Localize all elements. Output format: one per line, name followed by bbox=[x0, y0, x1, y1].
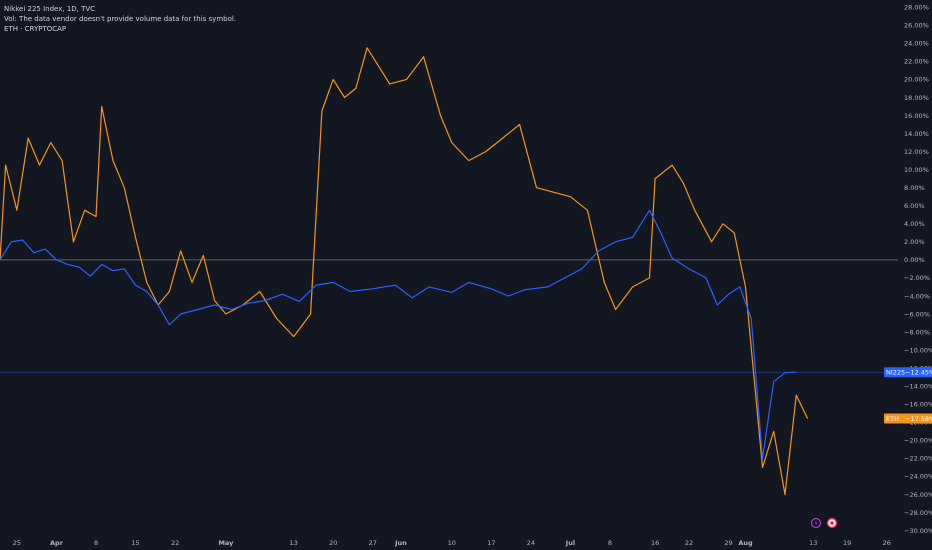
y-tick-label: −20.00% bbox=[904, 437, 932, 445]
y-tick-label: −26.00% bbox=[904, 491, 932, 499]
price-scale[interactable]: 28.00% 26.00% 24.00% 22.00% 20.00% 18.00% 16.0… bbox=[904, 4, 932, 535]
legend-eth-line[interactable]: ETH · CRYPTOCAP bbox=[4, 25, 67, 33]
event-markers[interactable] bbox=[810, 517, 838, 529]
y-tick-label: 8.00% bbox=[904, 184, 925, 192]
y-tick-label: 28.00% bbox=[904, 4, 929, 12]
x-tick-label: 13 bbox=[290, 539, 298, 547]
tag-value: −17.58% bbox=[905, 415, 932, 423]
x-tick-label: 26 bbox=[883, 539, 891, 547]
y-tick-label: −24.00% bbox=[904, 473, 932, 481]
x-tick-label: 16 bbox=[651, 539, 659, 547]
y-tick-label: −10.00% bbox=[904, 346, 932, 354]
x-tick-label: 10 bbox=[448, 539, 456, 547]
y-tick-label: 12.00% bbox=[904, 148, 929, 156]
x-tick-label: May bbox=[218, 539, 234, 547]
y-tick-label: −4.00% bbox=[904, 292, 930, 300]
y-tick-label: 18.00% bbox=[904, 94, 929, 102]
y-tick-label: −14.00% bbox=[904, 383, 932, 391]
x-tick-label: 8 bbox=[608, 539, 612, 547]
x-tick-label: 24 bbox=[527, 539, 535, 547]
y-tick-label: −28.00% bbox=[904, 509, 932, 517]
x-tick-label: 15 bbox=[131, 539, 139, 547]
y-tick-label: 2.00% bbox=[904, 238, 925, 246]
y-tick-label: 26.00% bbox=[904, 22, 929, 30]
legend-volume-line: Vol: The data vendor doesn't provide vol… bbox=[4, 15, 237, 23]
x-tick-label: 22 bbox=[685, 539, 693, 547]
x-tick-label: Jun bbox=[394, 539, 407, 547]
tag-value: −12.45% bbox=[905, 369, 932, 377]
y-tick-label: −6.00% bbox=[904, 310, 930, 318]
y-tick-label: 14.00% bbox=[904, 130, 929, 138]
lightning-event-icon[interactable] bbox=[810, 517, 822, 529]
tag-eth: ETH −17.58% bbox=[884, 413, 932, 424]
series-line-ni225[interactable] bbox=[0, 209, 797, 459]
x-tick-label: 13 bbox=[809, 539, 817, 547]
x-tick-label: 20 bbox=[329, 539, 337, 547]
earnings-event-icon[interactable] bbox=[826, 517, 838, 529]
x-tick-label: 8 bbox=[94, 539, 98, 547]
x-tick-label: 27 bbox=[369, 539, 377, 547]
x-tick-label: Aug bbox=[738, 539, 753, 547]
series-line-eth[interactable] bbox=[0, 47, 809, 496]
y-tick-label: −30.00% bbox=[904, 527, 932, 535]
y-tick-label: −8.00% bbox=[904, 328, 930, 336]
x-tick-label: Apr bbox=[50, 539, 64, 547]
y-tick-label: 20.00% bbox=[904, 76, 929, 84]
y-tick-label: −22.00% bbox=[904, 455, 932, 463]
x-tick-label: Jul bbox=[565, 539, 575, 547]
chart-legend: Nikkei 225 Index, 1D, TVC Vol: The data … bbox=[4, 4, 236, 34]
x-tick-label: 22 bbox=[171, 539, 179, 547]
x-tick-label: 25 bbox=[13, 539, 21, 547]
time-scale[interactable]: 25 Apr 8 15 22 May 13 20 27 Jun 10 17 24 Jul 8 16 22 29 Au… bbox=[13, 539, 891, 547]
tag-ni225: NI225−12.45% bbox=[884, 367, 932, 378]
x-tick-label: 29 bbox=[724, 539, 732, 547]
y-tick-label: 4.00% bbox=[904, 220, 925, 228]
series-layer bbox=[0, 47, 809, 496]
y-tick-label: 0.00% bbox=[904, 256, 925, 264]
x-tick-label: 17 bbox=[487, 539, 495, 547]
legend-symbol-line[interactable]: Nikkei 225 Index, 1D, TVC bbox=[4, 5, 96, 13]
tag-name: NI225 bbox=[886, 369, 905, 377]
y-tick-label: 24.00% bbox=[904, 40, 929, 48]
y-tick-label: −16.00% bbox=[904, 401, 932, 409]
x-tick-label: 19 bbox=[843, 539, 851, 547]
y-tick-label: 22.00% bbox=[904, 58, 929, 66]
y-tick-label: 16.00% bbox=[904, 112, 929, 120]
last-value-tags: NI225−12.45% ETH −17.58% bbox=[884, 367, 932, 424]
y-tick-label: 10.00% bbox=[904, 166, 929, 174]
tag-name: ETH bbox=[886, 415, 899, 423]
y-tick-label: 6.00% bbox=[904, 202, 925, 210]
y-tick-label: −2.00% bbox=[904, 274, 930, 282]
